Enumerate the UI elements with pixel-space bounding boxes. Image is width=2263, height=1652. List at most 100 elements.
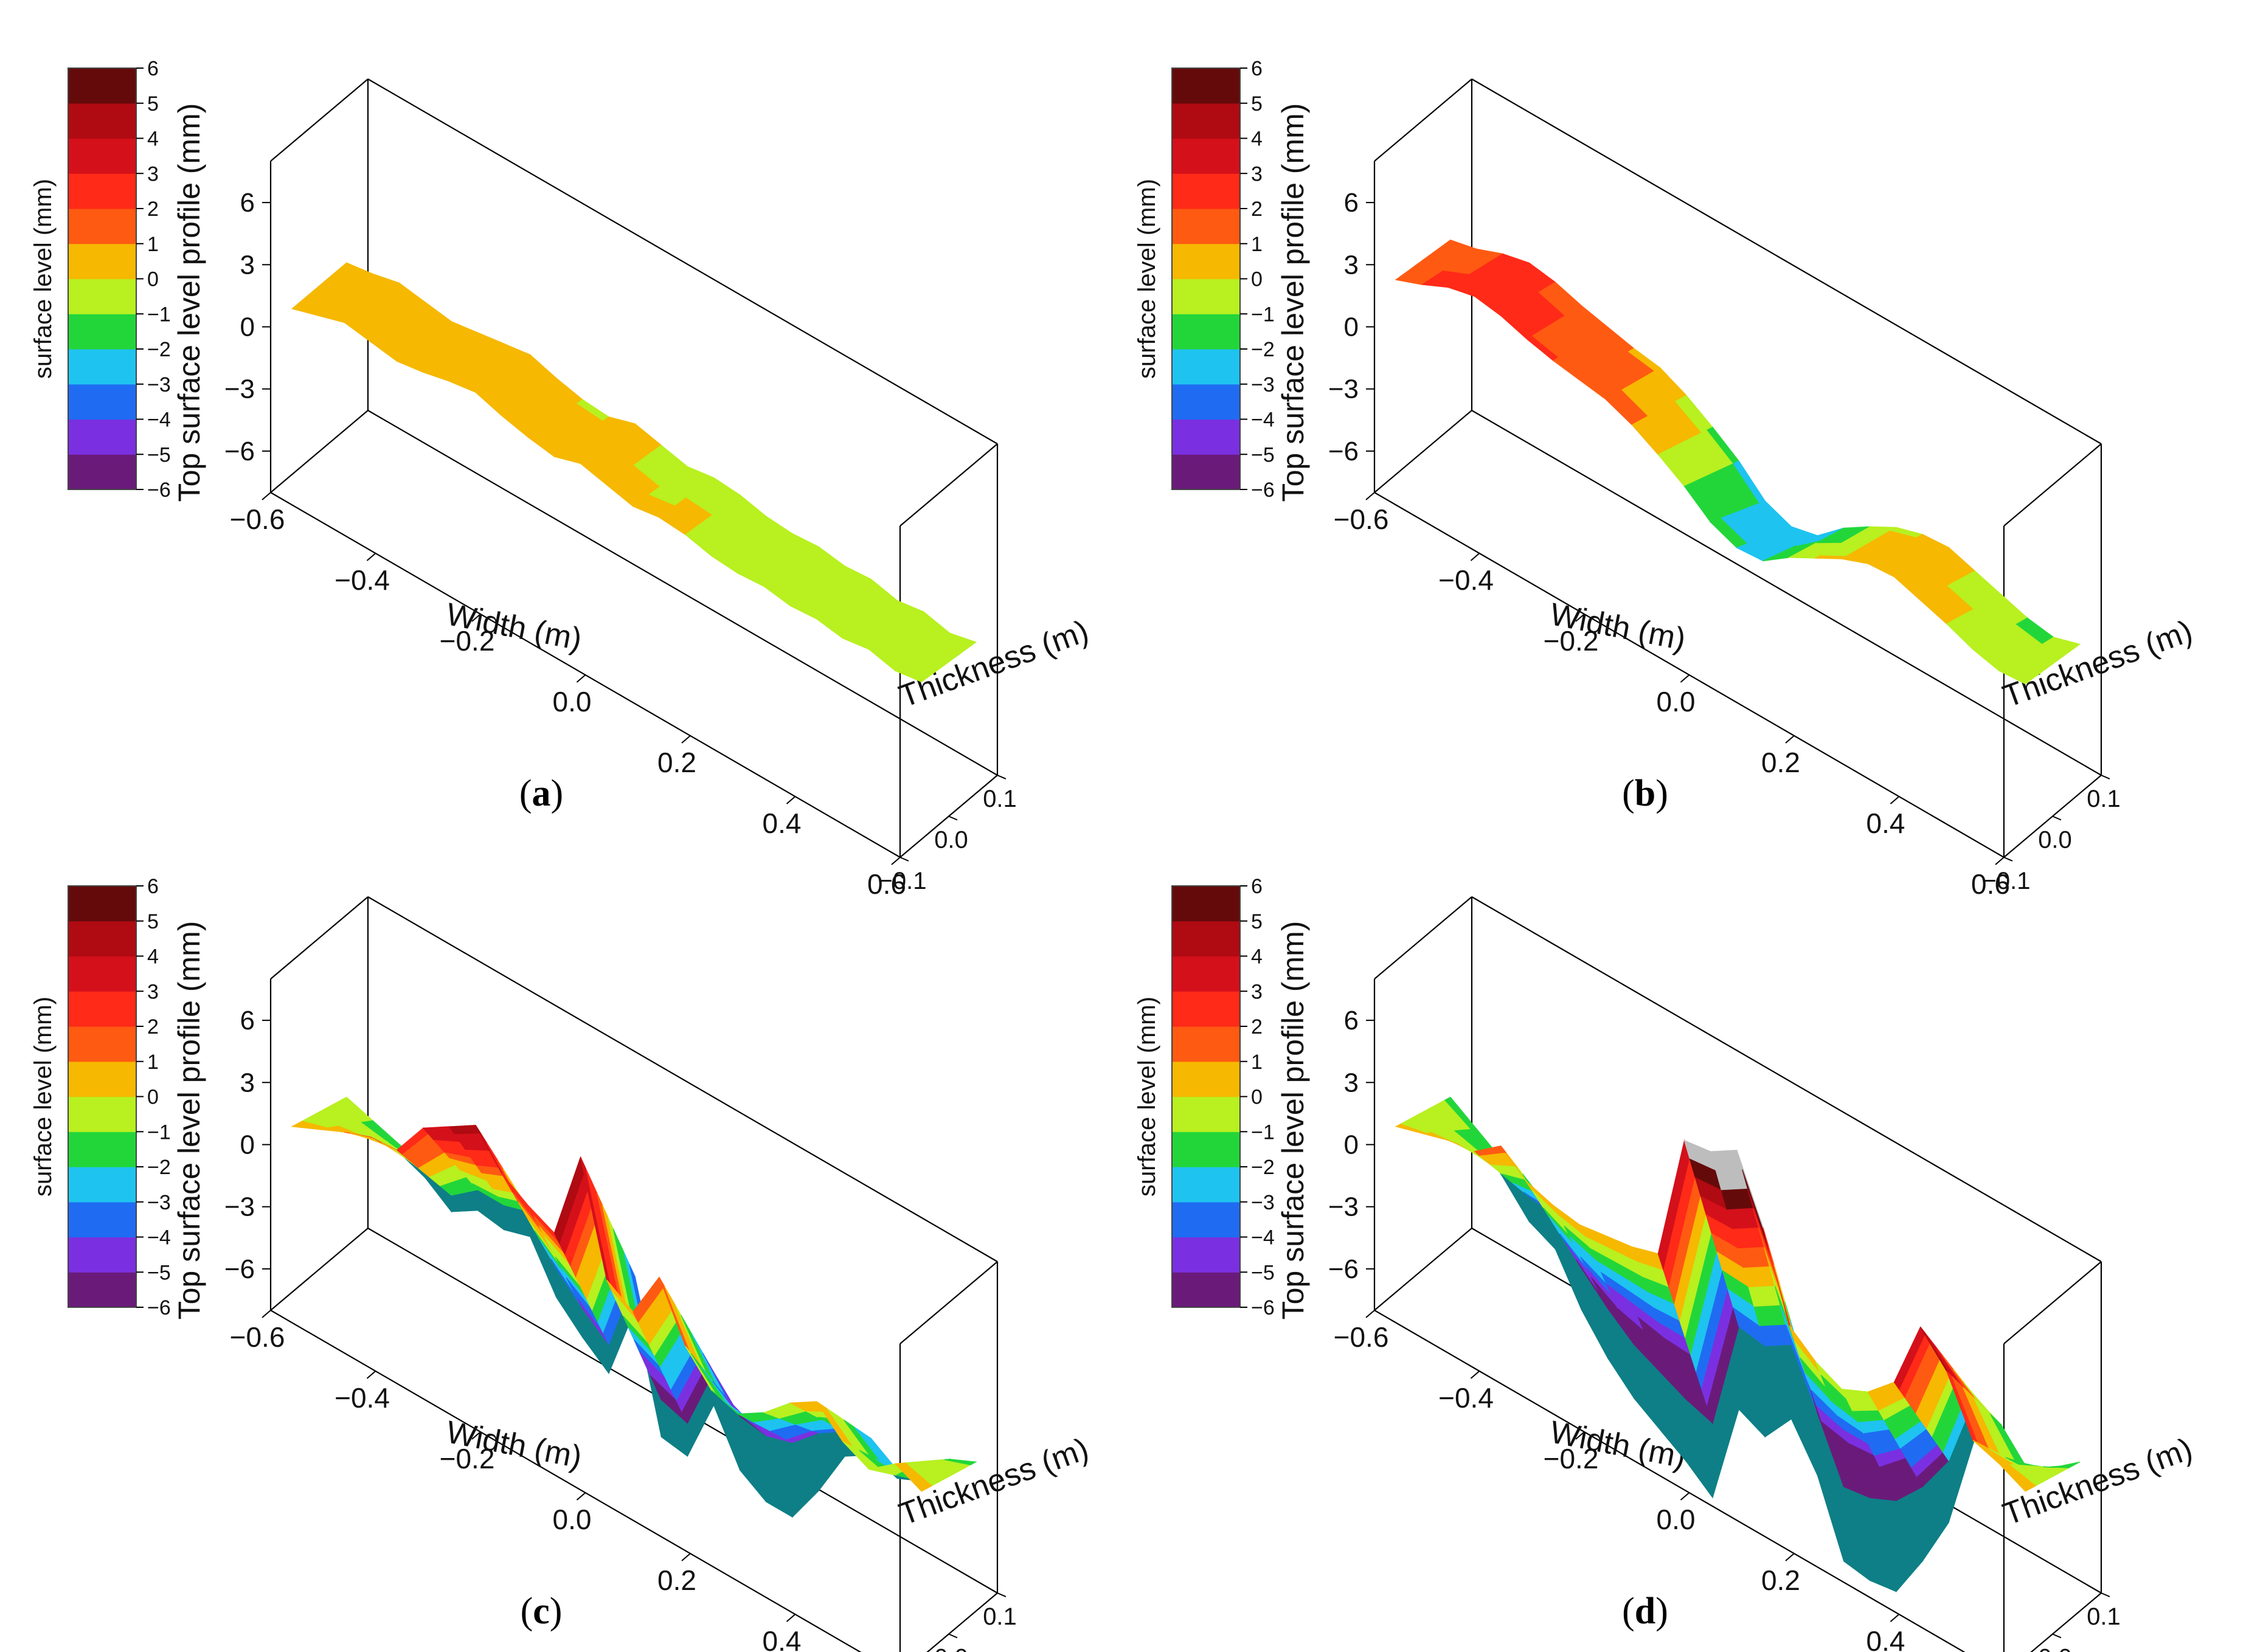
colorbar-tick-label: 1 <box>1251 1051 1263 1074</box>
x-tick-label: 0.2 <box>1761 1564 1800 1596</box>
y-tick-label: −0.1 <box>879 868 927 894</box>
x-tick-label: −0.4 <box>334 564 390 596</box>
x-tick-mark <box>1575 613 1585 622</box>
x-tick-label: 0.2 <box>1761 747 1800 778</box>
colorbar-segment <box>1172 1132 1240 1167</box>
x-tick-mark <box>366 553 376 561</box>
panel-label: (a) <box>519 773 563 814</box>
x-tick-mark <box>1680 674 1690 683</box>
x-tick-label: −0.6 <box>230 503 285 535</box>
x-tick-mark <box>1365 1310 1375 1318</box>
colorbar-label: surface level (mm) <box>30 179 57 379</box>
z-tick-label: 0 <box>1344 1130 1359 1160</box>
panel-label-letter: b <box>1635 773 1655 814</box>
colorbar-segment <box>68 173 136 209</box>
surface-cliff-patch <box>792 1432 819 1518</box>
panel-label-open: ( <box>1622 773 1635 814</box>
colorbar-segment <box>68 209 136 244</box>
x-tick-label: 0.4 <box>1866 1625 1905 1652</box>
colorbar-segment <box>1172 1272 1240 1308</box>
colorbar-segment <box>1172 1167 1240 1203</box>
x-tick-label: −0.6 <box>1334 1321 1389 1353</box>
colorbar-tick-label: 3 <box>1251 162 1263 185</box>
z-tick-label: −3 <box>1328 1192 1359 1222</box>
z-axis-label: Top surface level profile (mm) <box>172 103 206 502</box>
colorbar-tick-label: −2 <box>147 338 171 361</box>
colorbar-segment <box>68 1061 136 1097</box>
colorbar-tick-label: −6 <box>147 1296 171 1319</box>
y-tick-mark <box>997 775 1007 779</box>
x-tick-mark <box>366 1370 376 1379</box>
chart-panel-d: −6 −5 −4 −3 −2 −1 0 1 2 3 4 5 6 surface level (mm) −6 −… <box>1134 875 2197 1652</box>
surface-patch <box>944 1459 977 1465</box>
colorbar-segment <box>1172 921 1240 957</box>
colorbar-segment <box>1172 384 1240 420</box>
colorbar-segment <box>68 921 136 957</box>
z-tick-label: 6 <box>1344 188 1359 218</box>
colorbar-tick-label: 0 <box>1251 268 1263 291</box>
colorbar-tick-label: −2 <box>1251 338 1275 361</box>
colorbar-segment <box>1172 1237 1240 1273</box>
colorbar-tick-label: −5 <box>147 443 171 466</box>
colorbar-segment <box>1172 1061 1240 1097</box>
colorbar-segment <box>68 278 136 314</box>
x-tick-mark <box>1890 1614 1900 1622</box>
x-tick-label: 0.4 <box>1866 807 1905 839</box>
y-tick-label: 0.0 <box>2038 827 2072 854</box>
y-tick-label: 0.1 <box>983 1603 1017 1630</box>
colorbar-tick-label: −2 <box>1251 1156 1275 1179</box>
z-tick-label: 6 <box>240 1006 255 1035</box>
colorbar-tick-label: 0 <box>147 1086 159 1109</box>
colorbar-segment <box>68 454 136 490</box>
colorbar-tick-label: 0 <box>1251 1086 1263 1109</box>
x-tick-mark <box>471 1431 481 1440</box>
y-tick-mark <box>899 857 909 862</box>
colorbar-tick-label: −1 <box>147 303 171 326</box>
colorbar-tick-label: 4 <box>1251 128 1263 151</box>
y-tick-label: 0.1 <box>983 786 1017 812</box>
colorbar-segment <box>1172 1026 1240 1062</box>
colorbar-tick-label: −3 <box>1251 373 1275 396</box>
panel-label-open: ( <box>1622 1591 1635 1632</box>
box-edge <box>270 896 369 980</box>
colorbar-tick-label: 4 <box>1251 945 1263 969</box>
y-tick-label: 0.0 <box>2038 1645 2072 1652</box>
colorbar-segment <box>68 1132 136 1167</box>
surface-patch <box>2048 1461 2081 1468</box>
x-tick-label: 0.6 <box>867 868 906 900</box>
z-axis-label: Top surface level profile (mm) <box>1276 921 1310 1320</box>
box-edge <box>899 1261 998 1344</box>
panel-label-letter: d <box>1635 1591 1655 1632</box>
x-tick-mark <box>891 857 901 865</box>
box-edge <box>1374 78 1472 162</box>
x-tick-label: 0.2 <box>657 747 696 778</box>
colorbar-tick-label: 6 <box>1251 875 1263 898</box>
colorbar-tick-label: 6 <box>1251 57 1263 80</box>
colorbar-segment <box>1172 419 1240 455</box>
colorbar-tick-label: 5 <box>1251 910 1263 933</box>
box-edge <box>270 410 369 493</box>
colorbar-tick-label: 4 <box>147 945 159 969</box>
surface-cliff-patch <box>1896 1486 1923 1593</box>
z-tick-label: 3 <box>240 250 255 280</box>
colorbar-tick-label: −6 <box>1251 1296 1275 1319</box>
y-tick-label: 0.0 <box>934 1645 968 1652</box>
y-tick-label: 0.0 <box>934 827 968 854</box>
z-tick-label: −3 <box>1328 375 1359 404</box>
x-tick-mark <box>1890 796 1900 804</box>
x-tick-label: 0.0 <box>1657 1504 1696 1535</box>
x-tick-label: 0.4 <box>763 1625 802 1652</box>
colorbar-tick-label: −4 <box>147 409 171 432</box>
y-tick-mark <box>2101 775 2110 779</box>
x-tick-mark <box>1785 1553 1795 1561</box>
colorbar-tick-label: −1 <box>1251 1121 1275 1144</box>
z-tick-label: 0 <box>240 313 255 342</box>
colorbar-tick-label: 3 <box>147 162 159 185</box>
x-tick-label: 0.4 <box>763 807 802 839</box>
x-tick-mark <box>1365 492 1375 500</box>
colorbar-segment <box>68 1167 136 1203</box>
colorbar-segment <box>68 956 136 992</box>
colorbar-tick-label: 5 <box>147 92 159 116</box>
x-tick-mark <box>681 735 691 744</box>
